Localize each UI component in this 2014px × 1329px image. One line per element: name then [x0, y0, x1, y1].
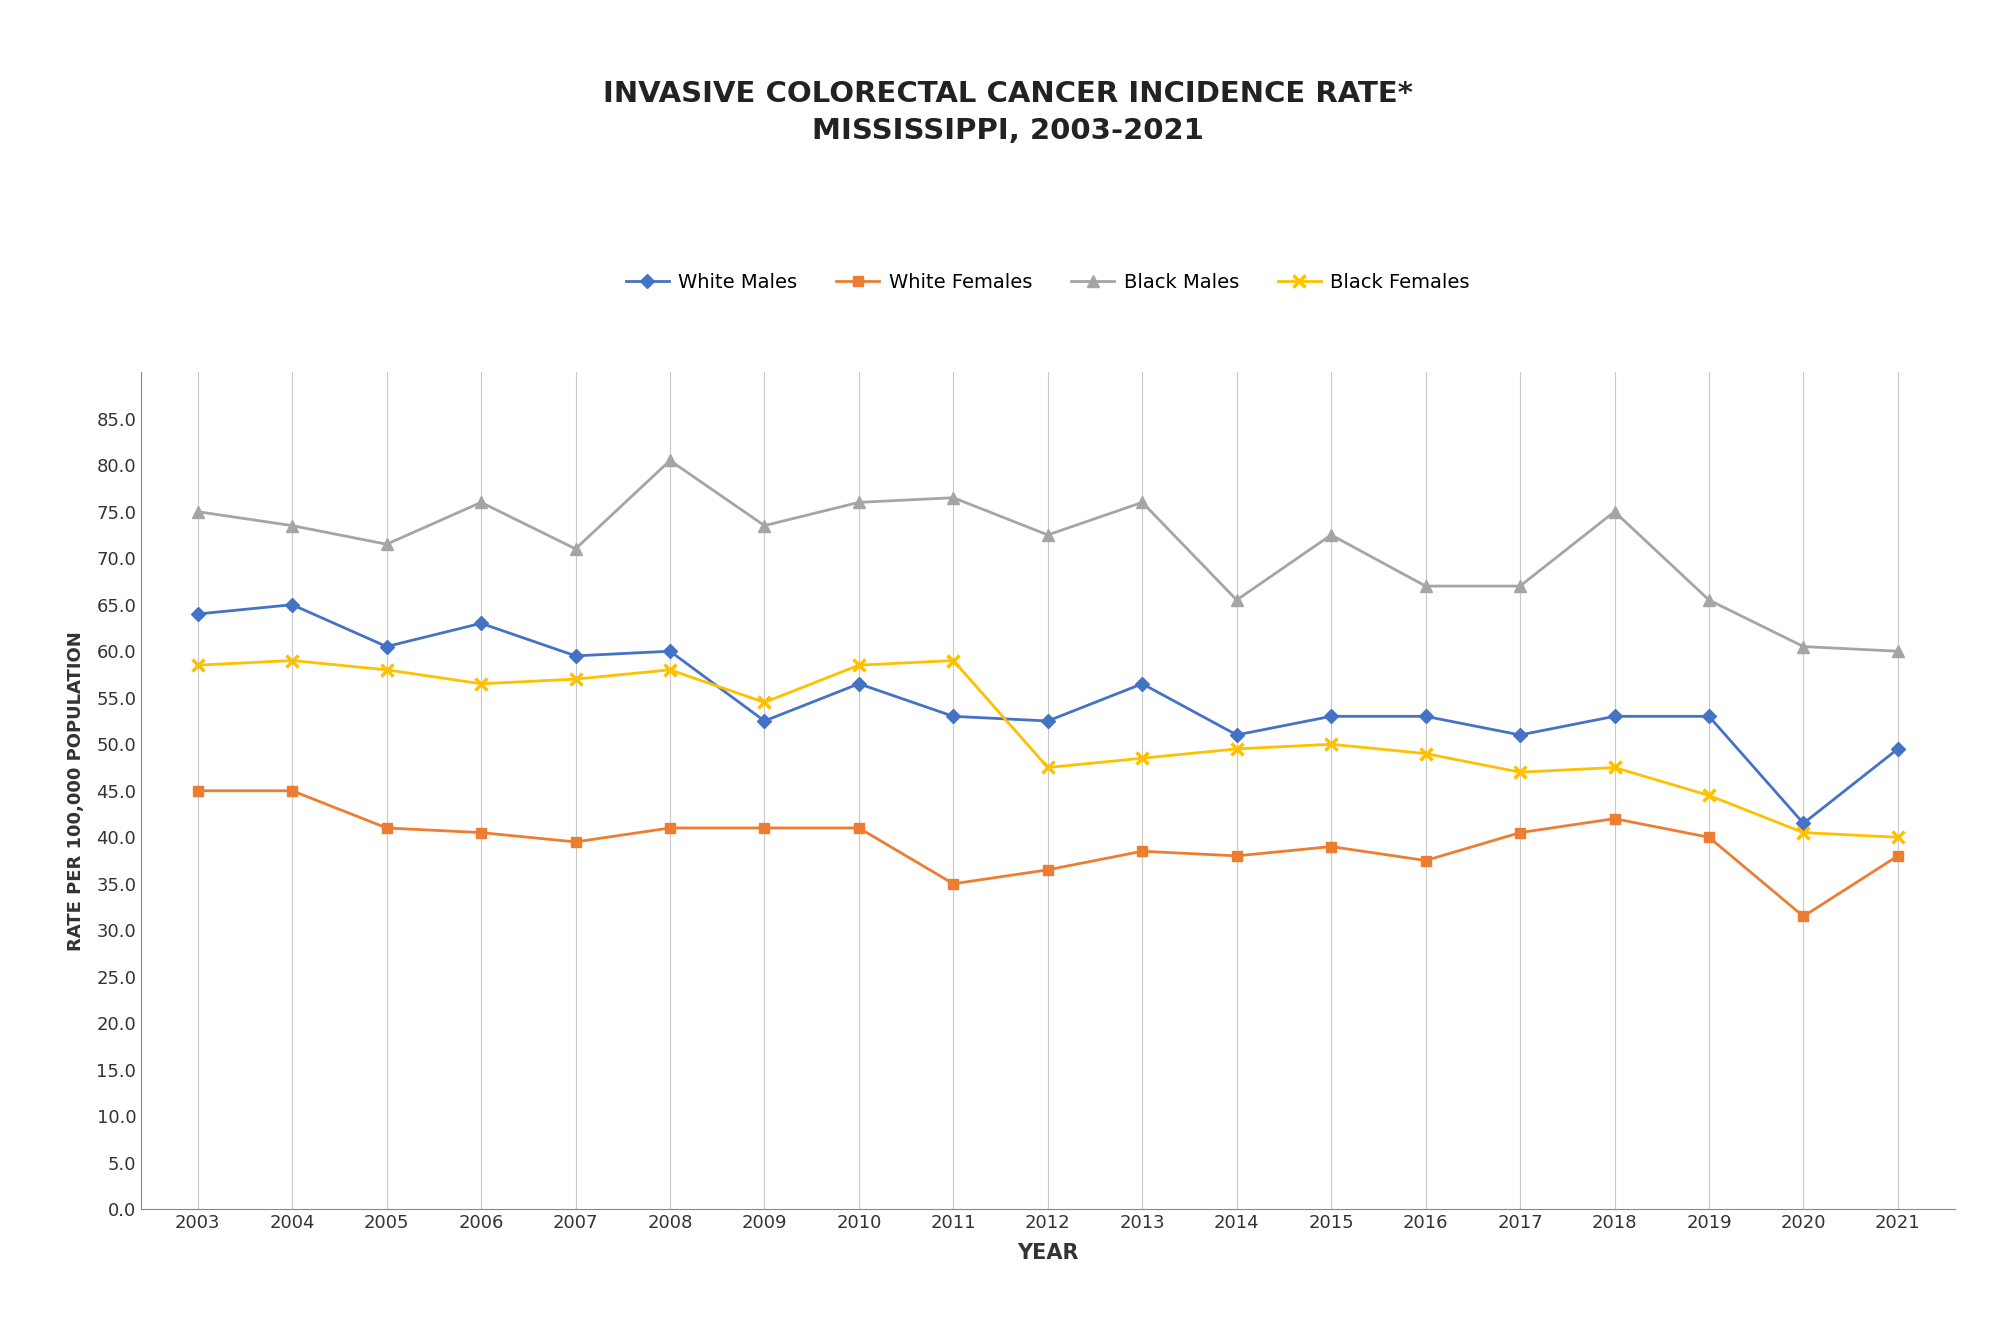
Black Females	[185, 658, 209, 674]
Black Males	[185, 504, 209, 520]
White Females	[941, 876, 965, 892]
White Males	[280, 597, 304, 613]
Text: INVASIVE COLORECTAL CANCER INCIDENCE RATE*
MISSISSIPPI, 2003-2021: INVASIVE COLORECTAL CANCER INCIDENCE RAT…	[602, 80, 1412, 145]
Line: White Females: White Females	[193, 785, 1901, 921]
White Females	[1130, 844, 1154, 860]
White Males	[469, 615, 493, 631]
Black Females	[1790, 824, 1815, 841]
White Males	[1225, 727, 1249, 743]
White Females	[469, 824, 493, 841]
White Females	[564, 835, 588, 851]
Black Females	[1885, 829, 1909, 845]
Black Males	[941, 489, 965, 505]
Black Females	[1696, 787, 1720, 803]
Black Females	[1412, 746, 1436, 762]
White Females	[1225, 848, 1249, 864]
Black Males	[1319, 526, 1343, 542]
White Males	[185, 606, 209, 622]
White Males	[1696, 708, 1720, 724]
White Males	[1790, 815, 1815, 832]
Black Males	[280, 518, 304, 534]
White Females	[1035, 863, 1059, 878]
White Females	[751, 820, 775, 836]
White Males	[1412, 708, 1436, 724]
White Males	[1035, 714, 1059, 730]
Black Males	[1035, 526, 1059, 542]
White Males	[375, 639, 399, 655]
White Males	[1601, 708, 1625, 724]
Black Males	[1412, 578, 1436, 594]
Y-axis label: RATE PER 100,000 POPULATION: RATE PER 100,000 POPULATION	[66, 631, 85, 950]
White Females	[1601, 811, 1625, 827]
Black Females	[1506, 764, 1531, 780]
Legend: White Males, White Females, Black Males, Black Females: White Males, White Females, Black Males,…	[626, 272, 1468, 292]
Black Males	[1885, 643, 1909, 659]
White Females	[1506, 824, 1531, 841]
White Males	[564, 649, 588, 664]
Black Females	[280, 653, 304, 668]
Black Males	[1506, 578, 1531, 594]
White Females	[1885, 848, 1909, 864]
White Females	[375, 820, 399, 836]
X-axis label: YEAR: YEAR	[1017, 1244, 1077, 1264]
White Females	[1790, 909, 1815, 925]
White Females	[185, 783, 209, 799]
White Females	[1696, 829, 1720, 845]
Black Males	[1130, 494, 1154, 510]
Black Males	[846, 494, 870, 510]
Black Females	[657, 662, 681, 678]
Black Males	[1601, 504, 1625, 520]
Black Males	[1790, 639, 1815, 655]
White Males	[846, 676, 870, 692]
White Males	[751, 714, 775, 730]
Line: Black Females: Black Females	[191, 654, 1903, 844]
Black Males	[469, 494, 493, 510]
Black Females	[375, 662, 399, 678]
White Females	[657, 820, 681, 836]
Black Females	[846, 658, 870, 674]
White Females	[846, 820, 870, 836]
White Females	[1412, 853, 1436, 869]
White Females	[1319, 839, 1343, 855]
Line: White Males: White Males	[193, 599, 1901, 828]
Line: Black Males: Black Males	[191, 455, 1903, 657]
White Males	[1319, 708, 1343, 724]
White Females	[280, 783, 304, 799]
Black Females	[469, 676, 493, 692]
Black Females	[941, 653, 965, 668]
Black Females	[564, 671, 588, 687]
Black Females	[1035, 759, 1059, 775]
Black Females	[1601, 759, 1625, 775]
Black Males	[1225, 593, 1249, 609]
Black Females	[1225, 742, 1249, 758]
Black Males	[751, 518, 775, 534]
Black Females	[751, 695, 775, 711]
Black Females	[1319, 736, 1343, 752]
White Males	[941, 708, 965, 724]
Black Males	[1696, 593, 1720, 609]
Black Females	[1130, 750, 1154, 766]
Black Males	[375, 536, 399, 553]
White Males	[657, 643, 681, 659]
White Males	[1130, 676, 1154, 692]
Black Males	[657, 452, 681, 468]
White Males	[1885, 742, 1909, 758]
White Males	[1506, 727, 1531, 743]
Black Males	[564, 541, 588, 557]
